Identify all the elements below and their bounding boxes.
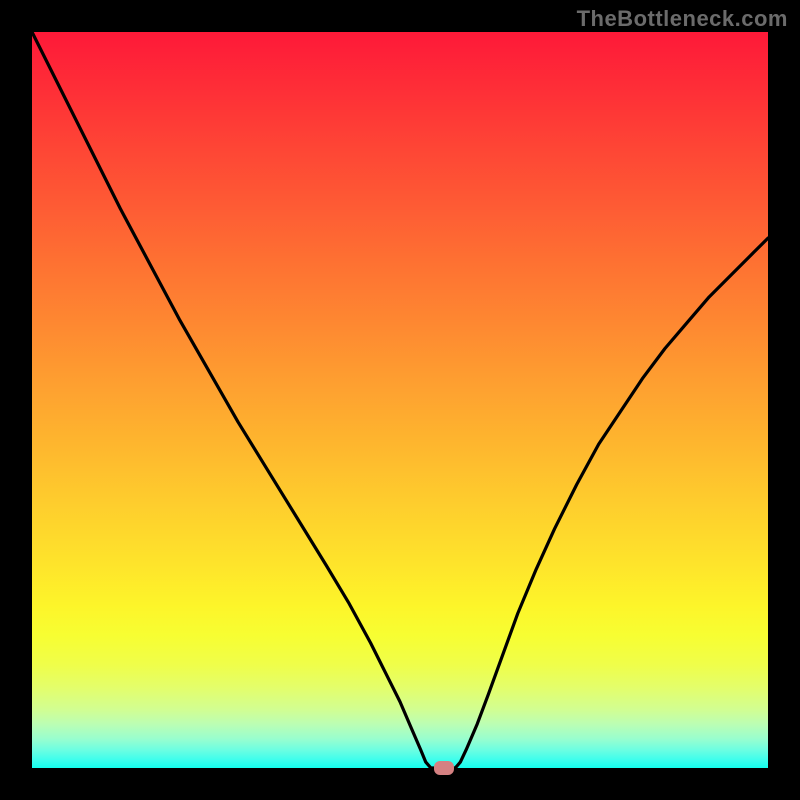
watermark-label: TheBottleneck.com (577, 6, 788, 32)
bottleneck-chart (32, 32, 768, 768)
chart-frame: TheBottleneck.com (0, 0, 800, 800)
gradient-background (32, 32, 768, 768)
optimal-point-marker (434, 761, 455, 774)
plot-area (32, 32, 768, 768)
